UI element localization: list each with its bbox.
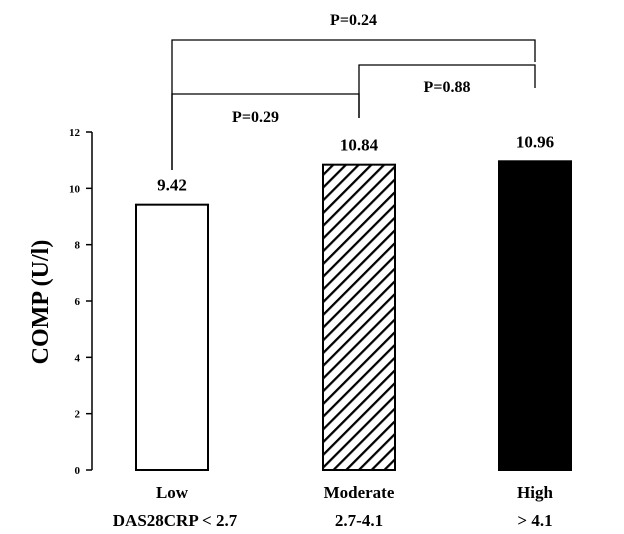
bar-low [135,203,209,471]
y-axis: 0 2 4 6 8 10 12 [69,127,93,477]
p-value-label: P=0.24 [330,12,377,29]
category-labels: Low Moderate High DAS28CRP < 2.7 2.7-4.1 > 4.… [113,483,554,530]
p-value-label: P=0.88 [424,79,471,96]
y-tick-label: 12 [69,127,81,139]
bar-high [498,160,572,471]
data-label: 10.96 [516,132,554,151]
y-tick-label: 0 [75,465,81,477]
y-tick-label: 10 [69,183,81,195]
bracket [171,93,360,170]
y-tick-label: 8 [75,240,81,252]
category-label: Low [156,483,189,502]
bar-moderate [322,163,396,471]
bracket [358,64,536,118]
category-sublabel: 2.7-4.1 [335,511,383,530]
category-label: High [517,483,553,502]
category-sublabel: > 4.1 [517,511,552,530]
p-value-label: P=0.29 [232,109,279,126]
data-label: 10.84 [340,136,379,155]
category-sublabel: DAS28CRP < 2.7 [113,511,238,530]
y-tick-label: 2 [75,409,81,421]
y-tick-label: 4 [75,352,81,364]
y-axis-label: COMP (U/l) [28,240,54,365]
data-label: 9.42 [157,176,187,195]
category-label: Moderate [324,483,395,502]
y-tick-label: 6 [75,296,81,308]
significance-brackets: P=0.24 P=0.29 P=0.88 [171,12,536,170]
data-labels: 9.42 10.84 10.96 [157,132,554,194]
bars [135,160,572,471]
